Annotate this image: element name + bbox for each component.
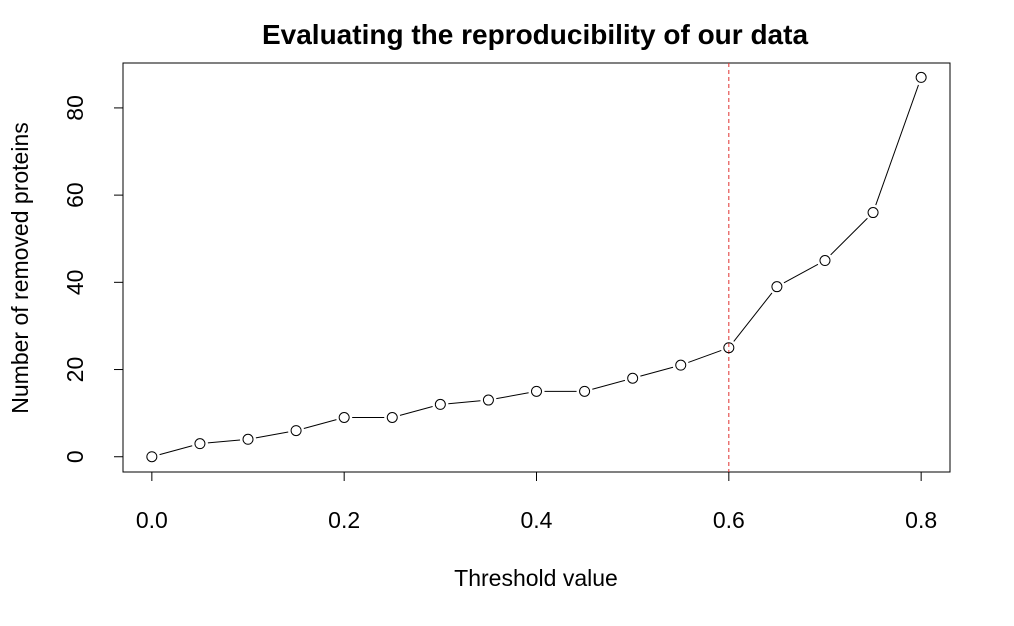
series-line-segment — [496, 392, 529, 400]
data-point — [819, 255, 831, 267]
data-point — [867, 207, 879, 219]
series-line-segment — [207, 439, 241, 444]
series-layer — [146, 71, 927, 463]
y-axis: 0 20 40 60 80 — [62, 95, 124, 463]
series-line-segment — [448, 400, 481, 405]
data-point — [146, 451, 158, 463]
series-line-segment — [640, 366, 674, 377]
y-tick-label: 80 — [62, 95, 88, 121]
series-line-segment — [255, 431, 289, 439]
y-tick-label: 60 — [62, 182, 88, 208]
data-point — [194, 438, 206, 450]
series-line-segment — [688, 349, 722, 363]
x-tick-label: 0.4 — [521, 507, 553, 533]
data-point — [338, 411, 350, 423]
data-point — [386, 411, 398, 423]
series-line-segment — [399, 406, 433, 416]
data-point — [627, 372, 639, 384]
data-point — [723, 342, 735, 354]
data-point — [771, 281, 783, 293]
series-line-segment — [830, 217, 868, 256]
data-point — [915, 71, 927, 83]
series-line-segment — [592, 379, 626, 390]
data-point — [290, 425, 302, 437]
series-line-segment — [875, 84, 919, 206]
x-axis: 0.0 0.2 0.4 0.6 0.8 — [136, 471, 937, 533]
x-tick-label: 0.8 — [905, 507, 937, 533]
plot-frame — [122, 62, 951, 473]
data-point — [579, 385, 591, 397]
data-point — [675, 359, 687, 371]
data-point — [531, 385, 542, 397]
chart-title: Evaluating the reproducibility of our da… — [262, 19, 808, 50]
series-line-segment — [303, 419, 337, 429]
y-tick-label: 40 — [62, 270, 88, 296]
series-line-segment — [159, 445, 193, 456]
data-point — [242, 433, 254, 445]
y-tick-label: 20 — [62, 357, 88, 383]
data-point — [434, 398, 446, 410]
x-tick-label: 0.0 — [136, 507, 168, 533]
y-tick-label: 0 — [62, 450, 88, 463]
series-line-segment — [783, 263, 819, 284]
x-tick-label: 0.2 — [328, 507, 360, 533]
series-line-segment — [733, 292, 773, 342]
x-tick-label: 0.6 — [713, 507, 745, 533]
data-point — [482, 394, 494, 406]
y-axis-label: Number of removed proteins — [7, 122, 33, 413]
x-axis-label: Threshold value — [454, 565, 618, 591]
